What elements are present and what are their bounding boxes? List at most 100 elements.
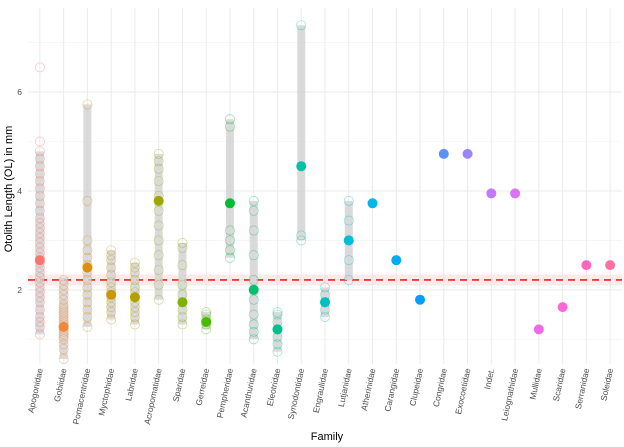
observation-point — [177, 260, 188, 271]
observation-point — [177, 279, 188, 290]
observation-point — [34, 161, 45, 172]
observation-point — [177, 242, 188, 253]
observation-point — [106, 277, 117, 288]
mean-point-sparidae — [177, 297, 188, 308]
observation-point — [34, 205, 45, 216]
observation-point — [34, 242, 45, 253]
x-axis-title: Family — [311, 431, 344, 443]
y-axis-title: Otolith Length (OL) in mm — [3, 126, 15, 253]
y-tick-label: 6 — [17, 87, 22, 97]
observation-point — [248, 334, 259, 345]
observation-point — [82, 252, 93, 263]
observation-point — [58, 302, 69, 313]
observation-point — [58, 331, 69, 342]
observation-point — [106, 250, 117, 261]
observation-point — [129, 307, 140, 318]
mean-point-soleidae — [605, 260, 616, 271]
observation-point — [34, 218, 45, 229]
observation-point — [153, 148, 164, 159]
observation-point — [343, 215, 354, 226]
observation-point — [177, 319, 188, 330]
mean-point-gerreidae — [201, 316, 212, 327]
observation-point — [58, 354, 69, 365]
observation-point — [248, 274, 259, 285]
observation-point — [129, 302, 140, 313]
mean-point-pomacentridae — [82, 262, 93, 273]
mean-point-labridae — [129, 292, 140, 303]
observation-point — [153, 163, 164, 174]
observation-point — [58, 304, 69, 315]
observation-point — [129, 274, 140, 285]
mean-point-leiognathidae — [510, 188, 521, 199]
observation-point — [225, 252, 235, 263]
observation-point — [343, 255, 354, 266]
observation-point — [153, 279, 164, 290]
observation-point — [106, 255, 117, 266]
mean-points — [34, 148, 616, 335]
observation-point — [296, 230, 307, 241]
observation-point — [34, 183, 45, 194]
mean-point-acropomatidae — [153, 195, 164, 206]
observation-point — [225, 245, 235, 256]
observation-point — [129, 319, 140, 330]
observation-point — [58, 334, 69, 345]
observation-point — [106, 302, 117, 313]
observation-point — [34, 213, 45, 224]
range-bar-myctophidae — [107, 250, 116, 320]
observation-point — [153, 156, 164, 167]
observation-point — [272, 309, 283, 320]
range-bar-apogonidae — [35, 151, 44, 335]
mean-point-engraulidae — [320, 297, 330, 308]
observation-point — [225, 225, 235, 236]
observation-point — [34, 312, 45, 322]
observation-point — [129, 312, 140, 322]
observation-point — [34, 228, 45, 238]
observation-point — [343, 274, 354, 285]
observation-point — [272, 339, 283, 350]
observation-point — [58, 309, 69, 320]
observation-point — [343, 195, 354, 206]
observation-point — [106, 270, 117, 280]
observation-point — [34, 237, 45, 248]
observation-point — [129, 282, 140, 293]
y-tick-label: 4 — [17, 186, 22, 196]
observation-point — [272, 307, 283, 318]
observation-point — [153, 176, 164, 187]
mean-point-clupeidae — [415, 294, 426, 305]
observation-point — [58, 307, 69, 318]
mean-point-mullidae — [533, 324, 544, 335]
mean-point-serranidae — [581, 260, 592, 271]
observation-point — [34, 287, 45, 298]
observation-point — [153, 265, 164, 276]
observation-point — [320, 312, 330, 322]
observation-point — [129, 262, 140, 273]
y-tick-label: 2 — [17, 285, 22, 295]
observation-point — [106, 245, 117, 256]
reference-line — [28, 274, 622, 286]
observation-point — [153, 235, 164, 246]
observation-point — [34, 62, 45, 73]
observation-point — [82, 289, 93, 300]
mean-point-lutjanidae — [343, 235, 354, 246]
range-bar-gobiidae — [59, 277, 68, 360]
observation-point — [58, 344, 69, 355]
observation-point — [82, 274, 93, 285]
observation-point — [225, 121, 235, 132]
observation-point — [296, 20, 307, 31]
observation-point — [248, 294, 259, 305]
observation-point — [272, 346, 283, 357]
observation-point — [34, 282, 45, 293]
observation-point — [34, 321, 45, 332]
range-bar-pomacentridae — [83, 104, 92, 327]
observation-point — [248, 319, 259, 330]
observation-point — [82, 297, 93, 308]
observation-point — [34, 329, 45, 340]
observation-point — [34, 317, 45, 327]
observation-point — [58, 289, 69, 300]
observation-point — [58, 299, 69, 310]
mean-point-pempheridae — [224, 198, 235, 209]
observation-point — [225, 235, 235, 246]
observation-point — [34, 232, 45, 243]
x-tick-label: Indet. — [482, 367, 496, 390]
